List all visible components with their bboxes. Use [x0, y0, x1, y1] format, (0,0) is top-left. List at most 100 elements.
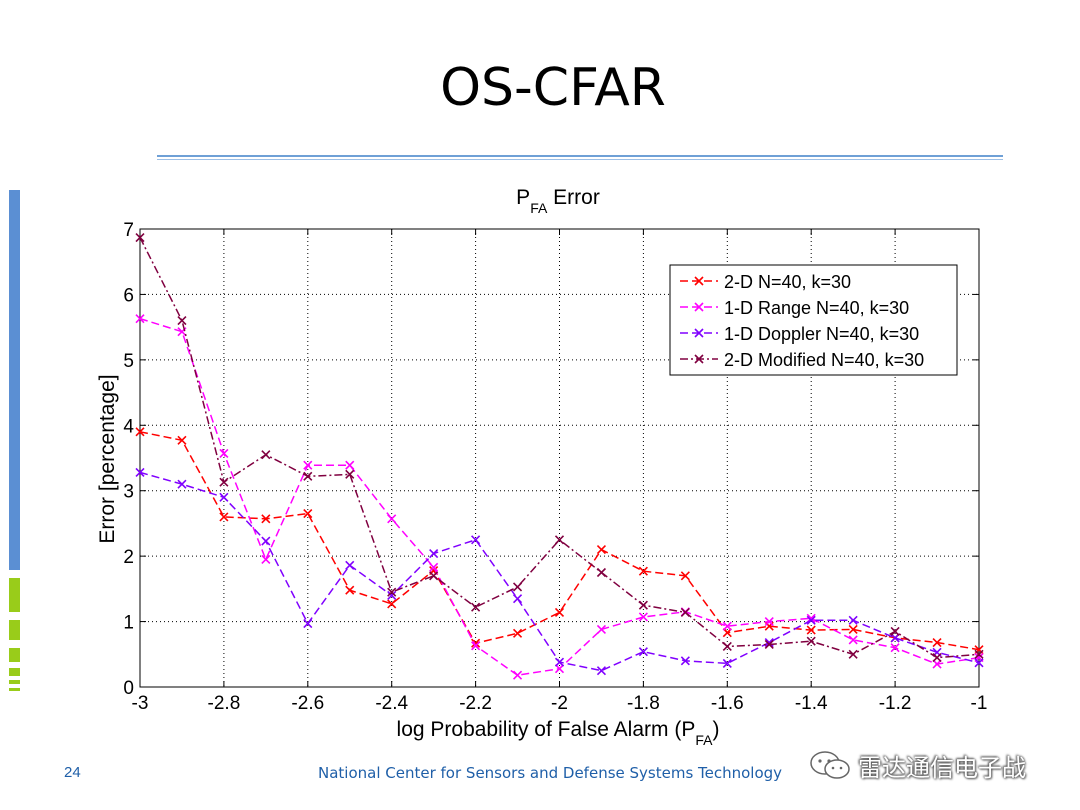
chart-title: PFA Error: [516, 186, 600, 216]
data-point-series-1: [806, 625, 816, 635]
legend-marker-2: [694, 302, 704, 312]
data-point-series-2: [219, 448, 229, 458]
data-point-series-3: [303, 618, 313, 629]
data-point-series-3: [638, 647, 648, 657]
side-accent-block-green: [9, 668, 20, 676]
data-point-series-4: [345, 469, 355, 479]
legend-marker-3: [694, 328, 704, 338]
legend-box: [669, 264, 958, 376]
data-point-series-3: [261, 536, 271, 546]
y-tick-label: 3: [123, 482, 134, 503]
data-point-series-3: [554, 657, 565, 667]
title-underline: [157, 155, 1003, 157]
data-point-series-3: [680, 656, 690, 666]
data-point-series-4: [764, 639, 774, 650]
footer-organization: National Center for Sensors and Defense …: [318, 764, 783, 782]
x-tick-label: -1.8: [627, 693, 660, 714]
data-point-series-4: [722, 641, 732, 651]
data-point-series-1: [932, 637, 942, 648]
data-point-series-2: [554, 664, 565, 674]
data-point-series-2: [303, 460, 313, 470]
data-point-series-1: [303, 509, 313, 519]
data-point-series-4: [261, 450, 271, 460]
data-point-series-4: [554, 535, 565, 545]
data-point-series-4: [512, 582, 523, 592]
data-point-series-4: [848, 649, 858, 659]
data-point-series-4: [177, 316, 187, 326]
data-point-series-1: [512, 628, 523, 638]
data-point-series-2: [429, 562, 439, 572]
data-point-series-1: [345, 585, 355, 595]
x-tick-label: -2.8: [208, 693, 241, 714]
y-tick-label: 6: [123, 285, 134, 306]
data-point-series-3: [974, 658, 984, 668]
data-point-series-3: [177, 479, 187, 489]
side-accent-bar-blue: [9, 190, 20, 570]
side-accent-block-green: [9, 688, 20, 691]
data-point-series-2: [722, 621, 732, 631]
data-point-series-3: [890, 633, 900, 643]
legend-label-2: 1-D Range N=40, k=30: [724, 298, 909, 318]
y-tick-label: 1: [123, 613, 134, 634]
data-point-series-4: [471, 602, 481, 612]
data-point-series-2: [471, 641, 481, 651]
data-point-series-2: [512, 670, 523, 680]
data-point-series-2: [596, 624, 607, 634]
data-point-series-1: [680, 571, 690, 581]
x-tick-label: -2.4: [375, 693, 408, 714]
data-point-series-3: [429, 548, 439, 559]
data-point-series-4: [638, 600, 648, 610]
data-point-series-2: [848, 635, 858, 645]
data-point-series-4: [135, 232, 145, 243]
data-point-series-4: [974, 649, 984, 659]
x-tick-label: -2.6: [291, 693, 324, 714]
data-point-series-2: [135, 314, 145, 324]
x-tick-label: -1: [971, 693, 988, 714]
x-tick-label: -1.2: [879, 693, 912, 714]
x-tick-label: -2.2: [459, 693, 492, 714]
data-point-series-3: [471, 535, 481, 545]
data-point-series-1: [848, 624, 858, 634]
data-point-series-4: [429, 571, 439, 581]
title-underline-thin: [157, 159, 1003, 160]
data-point-series-2: [261, 554, 271, 564]
data-point-series-1: [554, 607, 565, 617]
x-axis-label: log Probability of False Alarm (PFA): [397, 718, 720, 748]
data-point-series-1: [135, 427, 145, 437]
y-tick-label: 0: [123, 678, 134, 699]
side-accent-block-green: [9, 680, 20, 684]
data-point-series-1: [638, 566, 648, 576]
legend-label-3: 1-D Doppler N=40, k=30: [724, 324, 919, 344]
data-point-series-2: [387, 514, 397, 524]
data-point-series-3: [219, 492, 229, 502]
data-point-series-3: [512, 594, 523, 604]
data-point-series-2: [638, 612, 648, 622]
watermark: 雷达通信电子战: [808, 748, 1026, 782]
slide-title: OS-CFAR: [440, 58, 666, 118]
x-tick-label: -2: [551, 693, 568, 714]
x-tick-label: -1.6: [711, 693, 744, 714]
x-tick-label: -3: [132, 693, 149, 714]
legend-label-4: 2-D Modified N=40, k=30: [724, 350, 924, 370]
data-point-series-2: [932, 659, 942, 669]
data-point-series-3: [596, 666, 607, 676]
data-point-series-3: [135, 467, 145, 477]
series-line-1: [139, 431, 980, 651]
wechat-icon: [810, 751, 850, 779]
y-tick-label: 7: [123, 220, 134, 241]
data-point-series-3: [345, 560, 355, 570]
data-point-series-1: [177, 435, 187, 445]
data-point-series-2: [890, 643, 900, 653]
side-accent-block-green: [9, 620, 20, 640]
legend-marker-4: [694, 354, 704, 364]
data-point-series-4: [680, 607, 690, 617]
data-point-series-1: [722, 628, 732, 638]
y-tick-label: 4: [123, 416, 134, 437]
data-point-series-4: [387, 587, 397, 597]
data-point-series-2: [345, 460, 355, 470]
side-accent-block-green: [9, 578, 20, 612]
watermark-text: 雷达通信电子战: [858, 753, 1026, 782]
page-number: 24: [64, 764, 81, 781]
data-point-series-3: [806, 615, 816, 625]
data-point-series-1: [387, 599, 397, 609]
